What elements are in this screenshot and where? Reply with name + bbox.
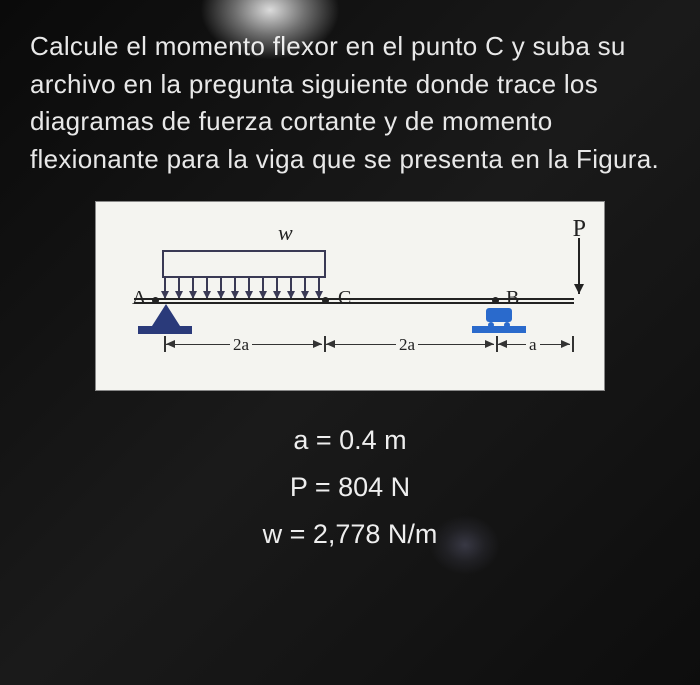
support-pin-base: [138, 326, 192, 334]
load-arrow: [248, 278, 250, 298]
dim-label-3: a: [526, 335, 540, 355]
load-arrow: [290, 278, 292, 298]
point-B-label: B: [506, 287, 519, 310]
load-arrow: [192, 278, 194, 298]
dim-tick: [572, 336, 574, 352]
point-C-label: C: [338, 287, 351, 310]
problem-statement: Calcule el momento flexor en el punto C …: [30, 28, 670, 179]
dim-label-1: 2a: [230, 335, 252, 355]
value-w: w = 2,778 N/m: [30, 511, 670, 558]
support-roller-base: [472, 326, 526, 333]
value-a: a = 0.4 m: [30, 417, 670, 464]
value-P: P = 804 N: [30, 464, 670, 511]
load-arrow: [276, 278, 278, 298]
beam-figure: w P A C B: [95, 201, 605, 391]
load-arrow: [304, 278, 306, 298]
support-roller-icon: [486, 308, 512, 322]
figure-container: w P A C B: [30, 201, 670, 391]
dim-label-2: 2a: [396, 335, 418, 355]
point-B-dot: [492, 297, 499, 304]
load-arrow: [318, 278, 320, 298]
point-C-dot: [322, 297, 329, 304]
load-arrow: [164, 278, 166, 298]
load-arrow: [178, 278, 180, 298]
distributed-load-box: [162, 250, 326, 278]
support-pin-icon: [152, 304, 180, 326]
load-arrow: [234, 278, 236, 298]
point-A-dot: [152, 297, 159, 304]
given-values: a = 0.4 m P = 804 N w = 2,778 N/m: [30, 417, 670, 559]
load-arrow: [262, 278, 264, 298]
load-arrow: [220, 278, 222, 298]
label-w: w: [278, 220, 293, 246]
point-load-arrow: [578, 238, 580, 294]
point-A-label: A: [132, 287, 146, 310]
load-arrow: [206, 278, 208, 298]
